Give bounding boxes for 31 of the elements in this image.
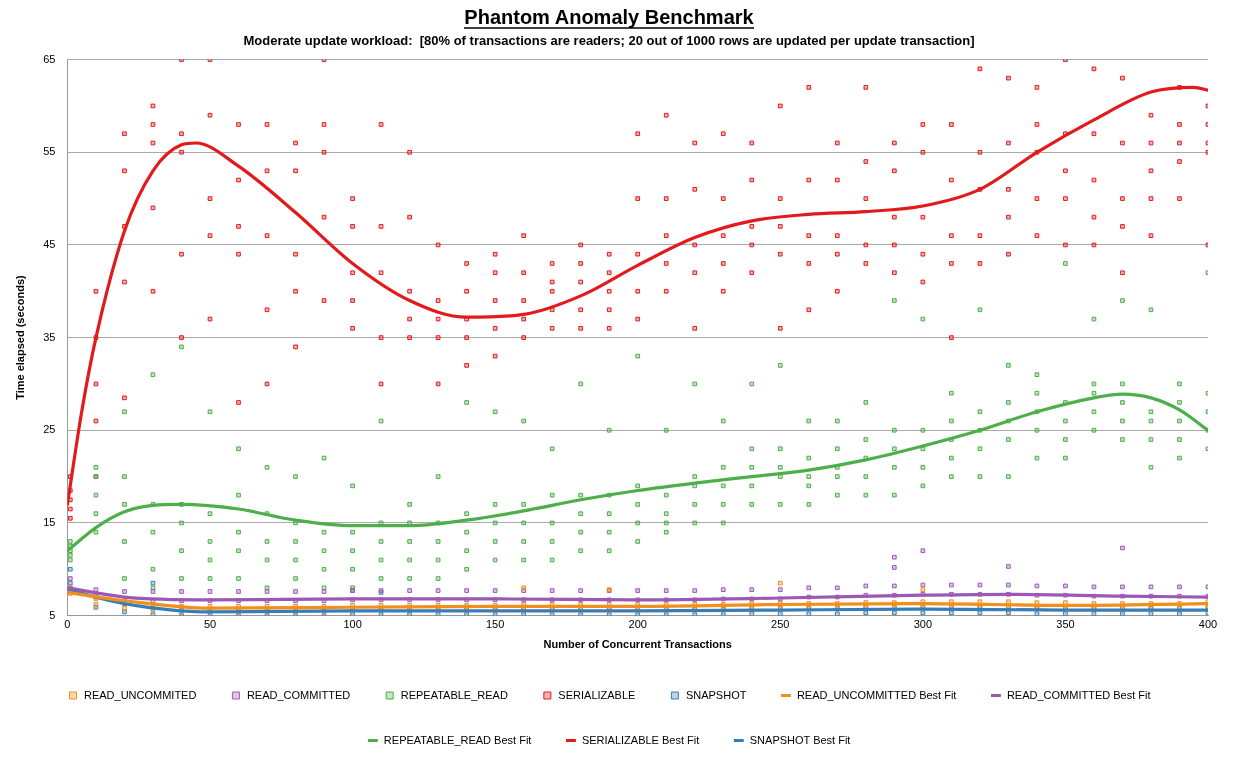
x-tick-label: 50: [203, 618, 217, 631]
line-series: [67, 392, 1208, 553]
legend-label: READ_COMMITTED Best Fit: [1006, 688, 1151, 701]
y-tick-label: 15: [43, 515, 56, 528]
y-tick-label: 55: [43, 145, 56, 158]
y-axis-title: Time elapsed (seconds): [13, 275, 26, 400]
legend-label: SNAPSHOT Best Fit: [749, 733, 851, 746]
legend-label: SERIALIZABLE Best Fit: [581, 733, 700, 746]
legend-label: REPEATABLE_READ Best Fit: [383, 733, 532, 746]
x-tick-label: 200: [628, 618, 647, 631]
x-tick-label: 300: [913, 618, 933, 631]
chart-title: Phantom Anomaly Benchmark: [464, 5, 755, 28]
legend-label: SNAPSHOT: [685, 688, 747, 701]
y-tick-label: 25: [43, 423, 56, 436]
x-tick-label: 0: [64, 618, 71, 631]
x-axis-title: Number of Concurrent Transactions: [543, 638, 732, 651]
x-tick-label: 250: [771, 618, 790, 631]
legend-label: READ_UNCOMMITTED Best Fit: [796, 688, 957, 701]
legend-label: REPEATABLE_READ: [400, 688, 508, 701]
y-tick-label: 45: [43, 237, 56, 250]
legend-label: READ_COMMITTED: [246, 688, 351, 701]
x-tick-label: 100: [343, 618, 362, 631]
y-tick-label: 5: [49, 608, 56, 621]
y-tick-label: 35: [43, 330, 56, 343]
x-tick-label: 150: [485, 618, 505, 631]
x-tick-label: 400: [1198, 618, 1218, 631]
legend-label: SERIALIZABLE: [558, 688, 636, 701]
x-tick-label: 350: [1056, 618, 1075, 631]
legend-label: READ_UNCOMMITED: [83, 688, 197, 701]
y-tick-label: 65: [43, 52, 56, 65]
chart-subtitle: Moderate update workload: [80% of transactions are readers; 20 out of 1000 rows are updated per update transaction]: [243, 33, 975, 49]
